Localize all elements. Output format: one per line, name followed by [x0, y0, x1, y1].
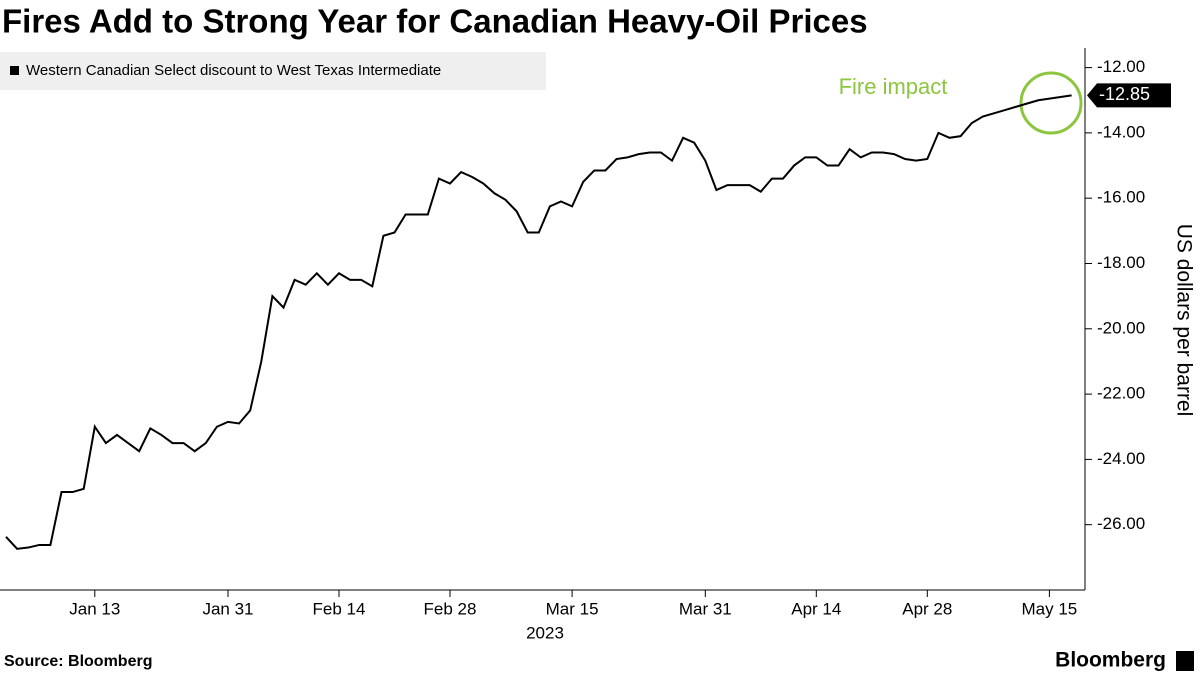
source: Source: Bloomberg: [4, 653, 152, 670]
line: [5, 94, 1072, 550]
y-tick-label: -20.00: [1097, 318, 1145, 337]
y-tick-label: -12.00: [1097, 57, 1145, 76]
y-tick-label: -14.00: [1097, 122, 1145, 141]
x-tick-label: Feb 28: [424, 599, 477, 618]
value-label-box: [1087, 83, 1171, 108]
x-tick-label: Jan 13: [69, 599, 120, 618]
chart-title: Fires Add to Strong Year for Canadian He…: [2, 3, 868, 40]
y-axis-label: US dollars per barrel: [1172, 224, 1195, 417]
y-tick-label: -22.00: [1097, 384, 1145, 403]
x-axis-label: 2023: [526, 623, 564, 642]
value-label: -12.85: [1099, 84, 1150, 104]
x-tick-label: Jan 31: [202, 599, 253, 618]
x-tick-label: Mar 31: [679, 599, 732, 618]
brand: Bloomberg: [1055, 649, 1166, 672]
y-tick-label: -16.00: [1097, 188, 1145, 207]
y-tick-label: -24.00: [1097, 449, 1145, 468]
x-tick-label: Feb 14: [313, 599, 366, 618]
annotation-circle: [1019, 71, 1083, 135]
x-tick-label: May 15: [1022, 599, 1078, 618]
annotation: Fire impact: [839, 74, 948, 99]
x-tick-label: Apr 28: [902, 599, 952, 618]
legend-box: [0, 52, 546, 90]
y-tick-label: -26.00: [1097, 514, 1145, 533]
legend-label: Western Canadian Select discount to West…: [26, 62, 441, 79]
y-tick-label: -18.00: [1097, 253, 1145, 272]
x-tick-label: Mar 15: [546, 599, 599, 618]
x-tick-label: Apr 14: [791, 599, 841, 618]
brand-icon: [1176, 651, 1194, 671]
legend-swatch: [10, 66, 19, 75]
